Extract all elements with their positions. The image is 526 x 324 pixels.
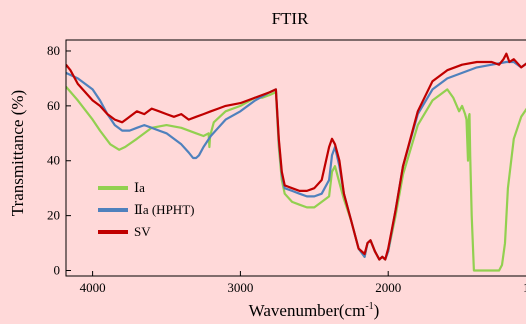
y-axis-title: Transmittance (%) bbox=[8, 90, 27, 216]
series-line-0 bbox=[66, 85, 526, 272]
legend-label-2: SV bbox=[134, 224, 151, 239]
x-axis-title-superscript: -1 bbox=[365, 301, 373, 312]
x-tick-label: 1000 bbox=[523, 280, 526, 295]
legend: Ⅰa Ⅱa (HPHT) SV bbox=[98, 180, 194, 239]
x-axis-title-close: ) bbox=[374, 301, 380, 320]
chart-title: FTIR bbox=[272, 9, 310, 28]
plot-frame bbox=[65, 39, 526, 277]
legend-label-0: Ⅰa bbox=[134, 180, 145, 195]
x-tick-label: 3000 bbox=[227, 280, 253, 295]
y-tick-label: 60 bbox=[47, 98, 60, 113]
x-axis-title: Wavenumber(cm-1) bbox=[249, 301, 380, 320]
y-tick-label: 0 bbox=[54, 263, 61, 278]
axis-ticks: 4000 3000 2000 1000 0 20 40 60 80 bbox=[47, 43, 526, 295]
x-tick-label: 2000 bbox=[375, 280, 401, 295]
x-axis-title-text: Wavenumber(cm bbox=[249, 301, 366, 320]
series-lines bbox=[66, 52, 526, 272]
y-tick-label: 80 bbox=[47, 43, 60, 58]
y-tick-label: 20 bbox=[47, 208, 60, 223]
series-line-2 bbox=[66, 52, 526, 261]
legend-label-1: Ⅱa (HPHT) bbox=[134, 202, 194, 217]
y-tick-label: 40 bbox=[47, 153, 60, 168]
x-tick-label: 4000 bbox=[80, 280, 106, 295]
